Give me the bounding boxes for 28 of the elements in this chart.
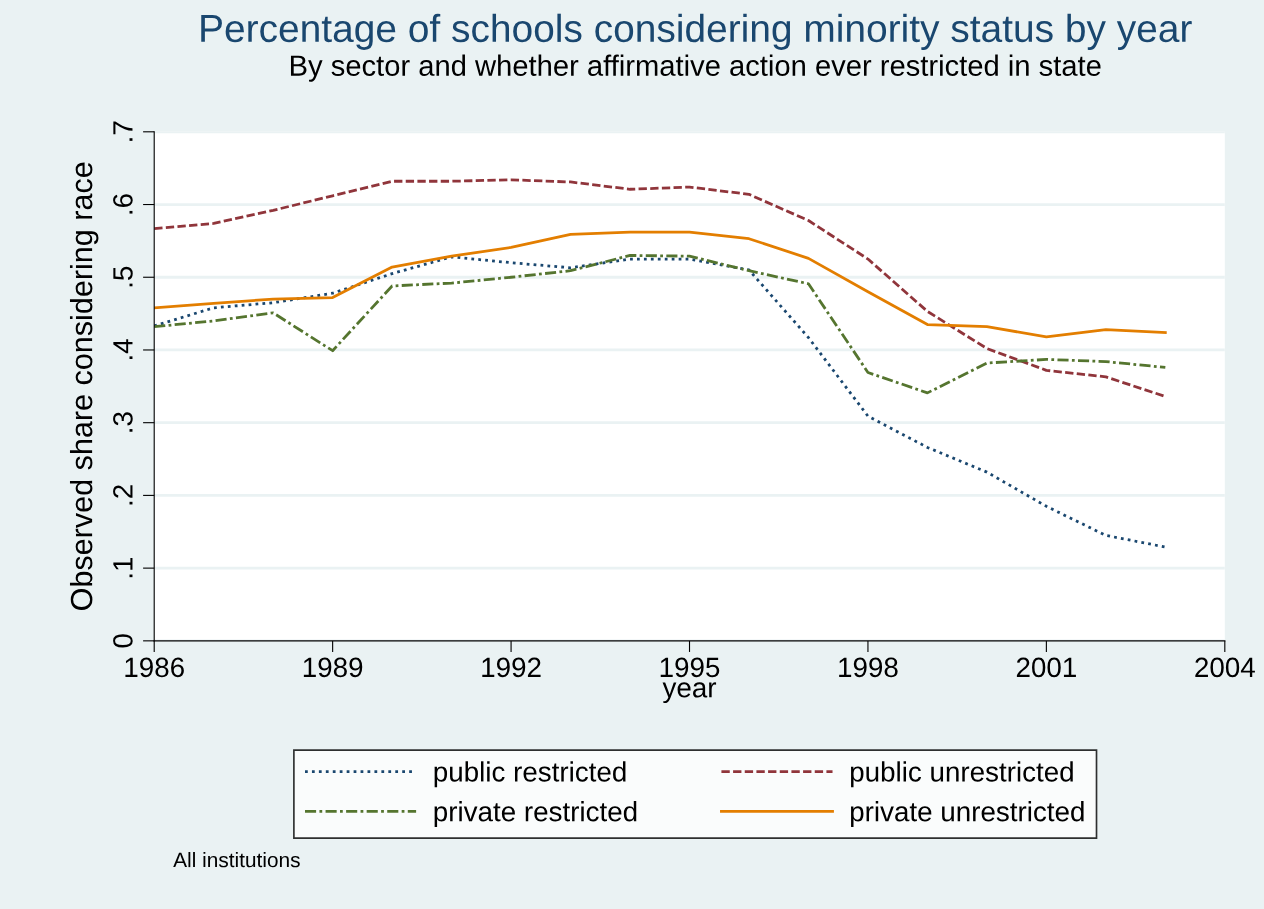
x-tick-label: 1998 bbox=[839, 657, 898, 678]
line-series bbox=[154, 255, 1167, 549]
y-tick-label: .7 bbox=[113, 121, 133, 141]
x-tick-label: 1995 bbox=[660, 657, 720, 678]
y-tick-label: .1 bbox=[113, 557, 133, 578]
chart-subtitle: By sector and whether affirmative action ever restricted in state bbox=[290, 54, 1101, 82]
y-tick-label: .5 bbox=[113, 266, 133, 287]
legend-label: public unrestricted bbox=[850, 761, 1073, 788]
line-series bbox=[154, 178, 1167, 398]
legend-label: private restricted bbox=[434, 801, 637, 827]
x-tick-label: 1992 bbox=[482, 657, 541, 678]
legend-label: private unrestricted bbox=[850, 801, 1084, 827]
x-tick-label: 1989 bbox=[303, 657, 363, 678]
x-tick-label: 2001 bbox=[1016, 657, 1076, 678]
line-series bbox=[154, 230, 1167, 339]
chart-title: Percentage of schools considering minority status by year bbox=[201, 13, 1192, 50]
y-tick-label: .4 bbox=[113, 339, 133, 360]
y-tick-label: .3 bbox=[113, 412, 133, 432]
text: All institutions bbox=[173, 852, 300, 868]
y-tick-label: 0 bbox=[113, 634, 133, 648]
y-tick-label: .2 bbox=[113, 485, 133, 505]
x-tick-label: 2004 bbox=[1195, 657, 1255, 678]
x-tick-label: 1986 bbox=[125, 657, 184, 678]
y-tick-label: .6 bbox=[113, 194, 133, 214]
x-axis-title: year bbox=[662, 682, 717, 704]
line-series bbox=[154, 254, 1167, 395]
y-axis-title: Observed share considering race bbox=[69, 162, 99, 610]
legend-label: public restricted bbox=[434, 761, 626, 788]
